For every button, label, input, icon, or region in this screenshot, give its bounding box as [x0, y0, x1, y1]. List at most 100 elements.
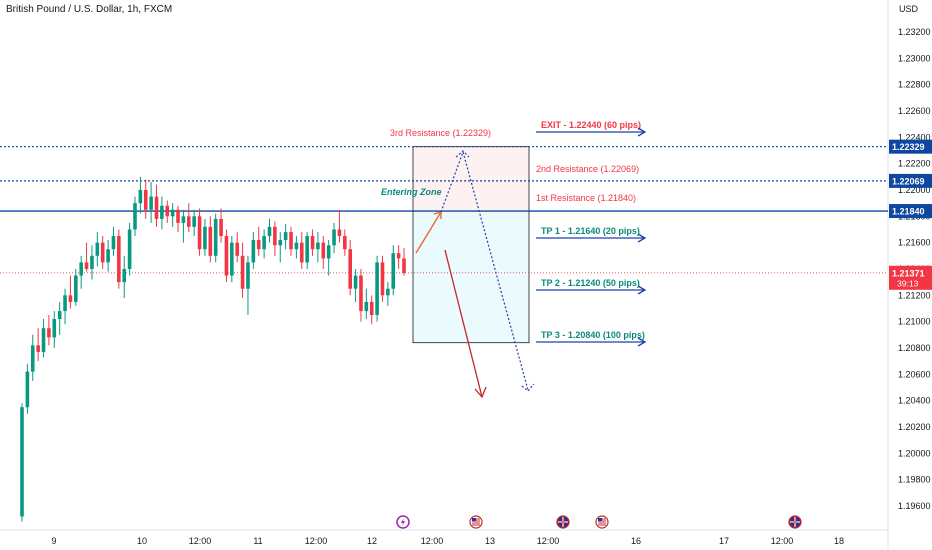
candle-body	[348, 249, 352, 289]
candle-body	[246, 262, 250, 289]
candle-body	[396, 253, 401, 259]
y-tick-label: 1.20200	[898, 422, 931, 432]
candle-body	[402, 258, 406, 273]
level-price-label: 1.22329	[892, 142, 925, 152]
candle-body	[278, 240, 283, 246]
y-tick-label: 1.20400	[898, 396, 931, 406]
projection-path	[440, 150, 529, 391]
candle-body	[262, 236, 266, 250]
candle-body	[283, 232, 288, 241]
candle-body	[90, 255, 94, 269]
currency-label: USD	[899, 4, 919, 14]
x-tick-label: 16	[631, 536, 641, 546]
candle-body	[343, 236, 347, 250]
candle-body	[256, 240, 261, 250]
resistance-3-label: 3rd Resistance (1.22329)	[390, 128, 491, 138]
level-price-tag	[889, 139, 932, 154]
x-tick-label: 17	[719, 536, 729, 546]
candle-body	[165, 205, 170, 217]
sell-arrow-head	[474, 386, 487, 399]
y-tick-label: 1.23200	[898, 27, 931, 37]
x-tick-label: 12:00	[189, 536, 212, 546]
tp3-arrow-head	[637, 337, 647, 347]
x-tick-label: 12:00	[537, 536, 560, 546]
candle-body	[192, 216, 196, 227]
tp2-arrow-head	[637, 285, 647, 295]
candle-body	[305, 236, 309, 263]
candle-body	[230, 242, 234, 276]
us-flag-icon[interactable]	[595, 515, 609, 529]
y-tick-label: 1.20600	[898, 369, 931, 379]
last-price-tag	[889, 265, 932, 290]
us-flag-icon[interactable]	[469, 515, 483, 529]
y-tick-label: 1.22800	[898, 80, 931, 90]
x-tick-label: 10	[137, 536, 147, 546]
candle-body	[181, 216, 186, 223]
candle-body	[111, 236, 116, 250]
candle-body	[273, 226, 277, 246]
symbol-title: British Pound / U.S. Dollar, 1h, FXCM	[6, 4, 173, 15]
candle-body	[170, 209, 175, 217]
tp2-label: TP 2 - 1.21240 (50 pips)	[541, 278, 640, 288]
x-tick-label: 11	[253, 536, 262, 546]
candle-body	[299, 242, 304, 263]
candle-body	[74, 275, 78, 302]
candle-body	[149, 196, 153, 210]
x-tick-label: 12:00	[305, 536, 328, 546]
x-tick-label: 18	[834, 536, 844, 546]
candle-body	[359, 275, 363, 312]
y-tick-label: 1.22400	[898, 132, 931, 142]
y-tick-label: 1.20000	[898, 448, 931, 458]
entering-zone-label: Entering Zone	[381, 187, 442, 197]
candle-body	[154, 196, 159, 219]
candle-body	[143, 189, 148, 210]
resistance-1-label: 1st Resistance (1.21840)	[536, 193, 636, 203]
y-tick-label: 1.23000	[898, 53, 931, 63]
resistance-2-label: 2nd Resistance (1.22069)	[536, 164, 639, 174]
candle-body	[375, 262, 379, 316]
candle-body	[47, 328, 51, 338]
candle-body	[337, 229, 342, 237]
candle-body	[369, 301, 374, 316]
candle-body	[138, 189, 143, 204]
candle-body	[176, 209, 180, 223]
tp1-label: TP 1 - 1.21640 (20 pips)	[541, 226, 640, 236]
exit-arrow-head	[637, 127, 647, 137]
candle-body	[20, 407, 24, 517]
candle-body	[79, 262, 83, 276]
candle-body	[30, 345, 35, 372]
candle-body	[386, 288, 390, 296]
us-flag-canton	[472, 518, 476, 522]
candle-body	[353, 275, 358, 289]
projection-peak-head	[455, 150, 470, 158]
last-price-label: 1.21371	[892, 268, 925, 278]
candle-body	[63, 295, 67, 312]
candle-body	[391, 253, 396, 289]
x-tick-label: 12:00	[421, 536, 444, 546]
candle-body	[326, 245, 331, 259]
level-price-tag	[889, 204, 932, 219]
x-tick-label: 13	[485, 536, 495, 546]
candle-body	[57, 311, 62, 319]
y-tick-label: 1.21600	[898, 238, 931, 248]
candle-body	[84, 262, 89, 269]
candle-body	[213, 218, 218, 256]
y-tick-label: 1.21200	[898, 290, 931, 300]
x-tick-label: 12	[367, 536, 377, 546]
candle-body	[68, 295, 73, 302]
tp3-label: TP 3 - 1.20840 (100 pips)	[541, 330, 645, 340]
us-flag-canton	[598, 518, 602, 522]
trade-box-outline	[412, 146, 530, 344]
y-tick-label: 1.21000	[898, 317, 931, 327]
candle-body	[294, 242, 299, 250]
candle-body	[52, 318, 57, 338]
candle-body	[133, 203, 137, 230]
y-tick-label: 1.19600	[898, 501, 931, 511]
candle-body	[117, 236, 121, 283]
candle-body	[235, 242, 240, 256]
candle-body	[267, 226, 272, 237]
candle-body	[36, 345, 40, 352]
candle-body	[100, 242, 105, 263]
exit-label: EXIT - 1.22440 (60 pips)	[541, 120, 641, 130]
